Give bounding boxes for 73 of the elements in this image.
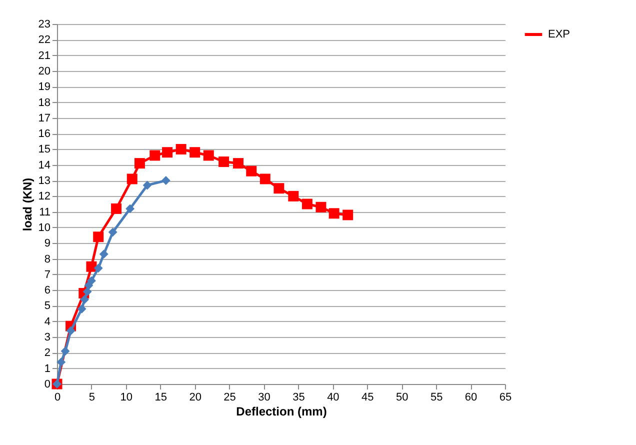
x-tick-label: 5 (88, 392, 96, 404)
y-tick-label: 5 (44, 300, 50, 312)
point (274, 183, 284, 194)
x-tick-label: 50 (396, 392, 408, 404)
point (288, 190, 299, 202)
y-tick-label: 15 (38, 144, 50, 156)
point (162, 147, 173, 158)
point (111, 203, 122, 214)
y-tick-label: 16 (38, 128, 50, 140)
x-tick-label: 55 (430, 392, 443, 404)
x-tick-label: 30 (258, 392, 270, 404)
point (328, 208, 340, 219)
x-tick-label: 15 (154, 392, 168, 404)
y-tick-label: 10 (38, 222, 50, 234)
point (86, 261, 97, 272)
point (80, 295, 90, 304)
point (161, 176, 170, 185)
point (94, 264, 103, 273)
point (134, 158, 145, 169)
point (233, 158, 244, 169)
point (203, 150, 214, 161)
y-tick-label: 13 (38, 175, 50, 188)
y-tick-label: 14 (38, 159, 50, 172)
point (176, 144, 186, 154)
y-tick-label: 7 (44, 268, 50, 281)
y-tick-label: 21 (38, 50, 50, 62)
point (150, 150, 160, 161)
x-tick-label: 25 (224, 392, 236, 404)
y-tick-label: 4 (44, 316, 50, 328)
y-tick-label: 0 (44, 378, 50, 390)
point (316, 202, 326, 212)
x-tick-label: 0 (54, 392, 61, 404)
y-tick-label: 3 (44, 332, 50, 344)
point (218, 156, 230, 167)
y-tick-label: 9 (44, 238, 50, 250)
x-tick-label: 60 (464, 392, 478, 404)
y-tick-label: 6 (44, 284, 50, 297)
x-tick-label: 20 (189, 392, 202, 404)
y-tick-label: 19 (38, 81, 50, 94)
y-tick-label: 1 (44, 362, 50, 375)
y-tick-label: 22 (38, 34, 50, 46)
point (246, 166, 257, 176)
point (93, 232, 104, 242)
point (108, 228, 118, 237)
x-tick-label: 40 (327, 392, 340, 404)
y-tick-label: 17 (38, 112, 50, 124)
x-tick-label: 45 (362, 392, 374, 404)
point (342, 210, 354, 220)
y-tick-label: 23 (38, 18, 50, 30)
y-tick-label: 18 (38, 96, 50, 109)
point (126, 204, 135, 214)
point (99, 250, 108, 259)
point (86, 276, 96, 286)
x-axis-title: Deflection (mm) (236, 404, 327, 418)
y-tick-label: 2 (44, 347, 50, 360)
point (56, 358, 66, 367)
point (66, 326, 76, 336)
point (142, 180, 152, 190)
point (302, 198, 312, 210)
legend-label: EXP (548, 28, 570, 40)
point (77, 304, 86, 314)
x-tick-label: 10 (120, 392, 133, 404)
y-axis-title: load (KN) (20, 178, 34, 232)
x-tick-label: 35 (292, 392, 305, 404)
y-tick-label: 8 (44, 253, 50, 266)
point (60, 346, 70, 356)
y-tick-label: 20 (38, 65, 50, 78)
y-tick-label: 11 (39, 206, 50, 218)
point (126, 174, 138, 184)
x-tick-label: 65 (499, 392, 512, 404)
y-tick-label: 12 (38, 190, 50, 203)
point (260, 174, 270, 184)
point (190, 147, 200, 158)
